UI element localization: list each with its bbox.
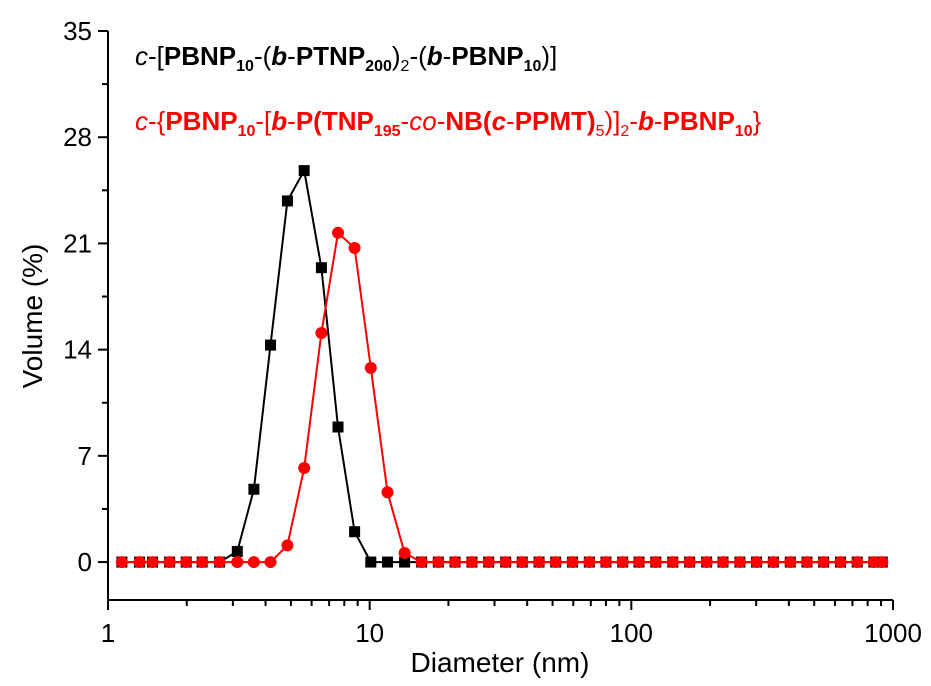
series-2-point (482, 556, 495, 569)
series-2-point (180, 556, 193, 569)
series-1-point (231, 545, 243, 557)
series-2-point (398, 546, 411, 559)
x-tick-label: 100 (610, 618, 653, 648)
y-tick-label: 0 (78, 547, 92, 577)
series-2-point (381, 486, 394, 499)
series-2-point (449, 556, 462, 569)
series-2-point (133, 556, 146, 569)
series-2-line (121, 230, 883, 564)
series-1-point (248, 483, 260, 495)
series-2-point (784, 556, 797, 569)
y-tick-label: 21 (63, 228, 92, 258)
series-2-point (599, 556, 612, 569)
x-tick-label: 1 (101, 618, 115, 648)
x-tick-label: 1000 (864, 618, 922, 648)
series-2-point (876, 556, 889, 569)
x-axis-title: Diameter (nm) (411, 647, 590, 678)
series-2-point (750, 556, 763, 569)
y-tick-label: 28 (63, 122, 92, 152)
legend-entry-2: c-{PBNP10-[b-P(TNP195-co-NB(c-PPMT)5)]2-… (135, 106, 762, 140)
series-2-point (432, 556, 445, 569)
series-2-point (666, 556, 679, 569)
series-2-point (163, 556, 176, 569)
series-2-point (566, 556, 579, 569)
series-2-point (867, 556, 880, 569)
series-2-point (247, 556, 260, 569)
axes (107, 31, 893, 601)
series-2-point (851, 556, 864, 569)
x-ticks: 1 10 100 1000 (101, 600, 922, 648)
y-tick-label: 35 (63, 16, 92, 46)
series-2-point (549, 556, 562, 569)
series-2-point (516, 556, 529, 569)
series-2-point (115, 556, 128, 569)
series-2-point (146, 556, 159, 569)
series-2-point (348, 241, 361, 254)
series-2-point (264, 556, 277, 569)
series-2-point (616, 556, 629, 569)
series-2-point (716, 556, 729, 569)
series-2-point (465, 556, 478, 569)
series-2-point (583, 556, 596, 569)
y-tick-label: 7 (78, 441, 92, 471)
series-2-point (364, 361, 377, 374)
series-2-point (196, 556, 209, 569)
series-1-point (382, 556, 394, 568)
legend-entry-1: c-[PBNP10-(b-PTNP200)2-(b-PBNP10)] (135, 41, 557, 75)
series-2-point (298, 461, 311, 474)
series-1-point (365, 556, 377, 568)
series-1-line (121, 167, 883, 564)
series-2-point (834, 556, 847, 569)
series-2-point (800, 556, 813, 569)
series-1-point (265, 339, 277, 351)
series-1-point (315, 262, 327, 274)
series-2-point (499, 556, 512, 569)
series-1-point (298, 165, 310, 177)
series-2-point (315, 326, 328, 339)
series-layer (115, 165, 889, 569)
series-2-point (700, 556, 713, 569)
series-2-point (533, 556, 546, 569)
series-2-point (633, 556, 646, 569)
series-2-point (767, 556, 780, 569)
y-ticks: 0 7 14 21 28 35 (63, 16, 108, 577)
series-2-point (415, 556, 428, 569)
y-axis-title: Volume (%) (17, 244, 48, 389)
series-2-point (683, 556, 696, 569)
series-2-point (817, 556, 830, 569)
series-1-point (281, 195, 293, 207)
series-2-point (213, 556, 226, 569)
y-tick-label: 14 (63, 335, 92, 365)
series-2-point (281, 539, 294, 552)
series-1-point (399, 556, 411, 568)
series-2-point (231, 556, 244, 569)
series-1-point (332, 421, 344, 433)
x-tick-label: 10 (355, 618, 384, 648)
series-2-point (733, 556, 746, 569)
series-2-point (332, 226, 345, 239)
series-1-point (349, 526, 361, 538)
series-2-point (649, 556, 662, 569)
